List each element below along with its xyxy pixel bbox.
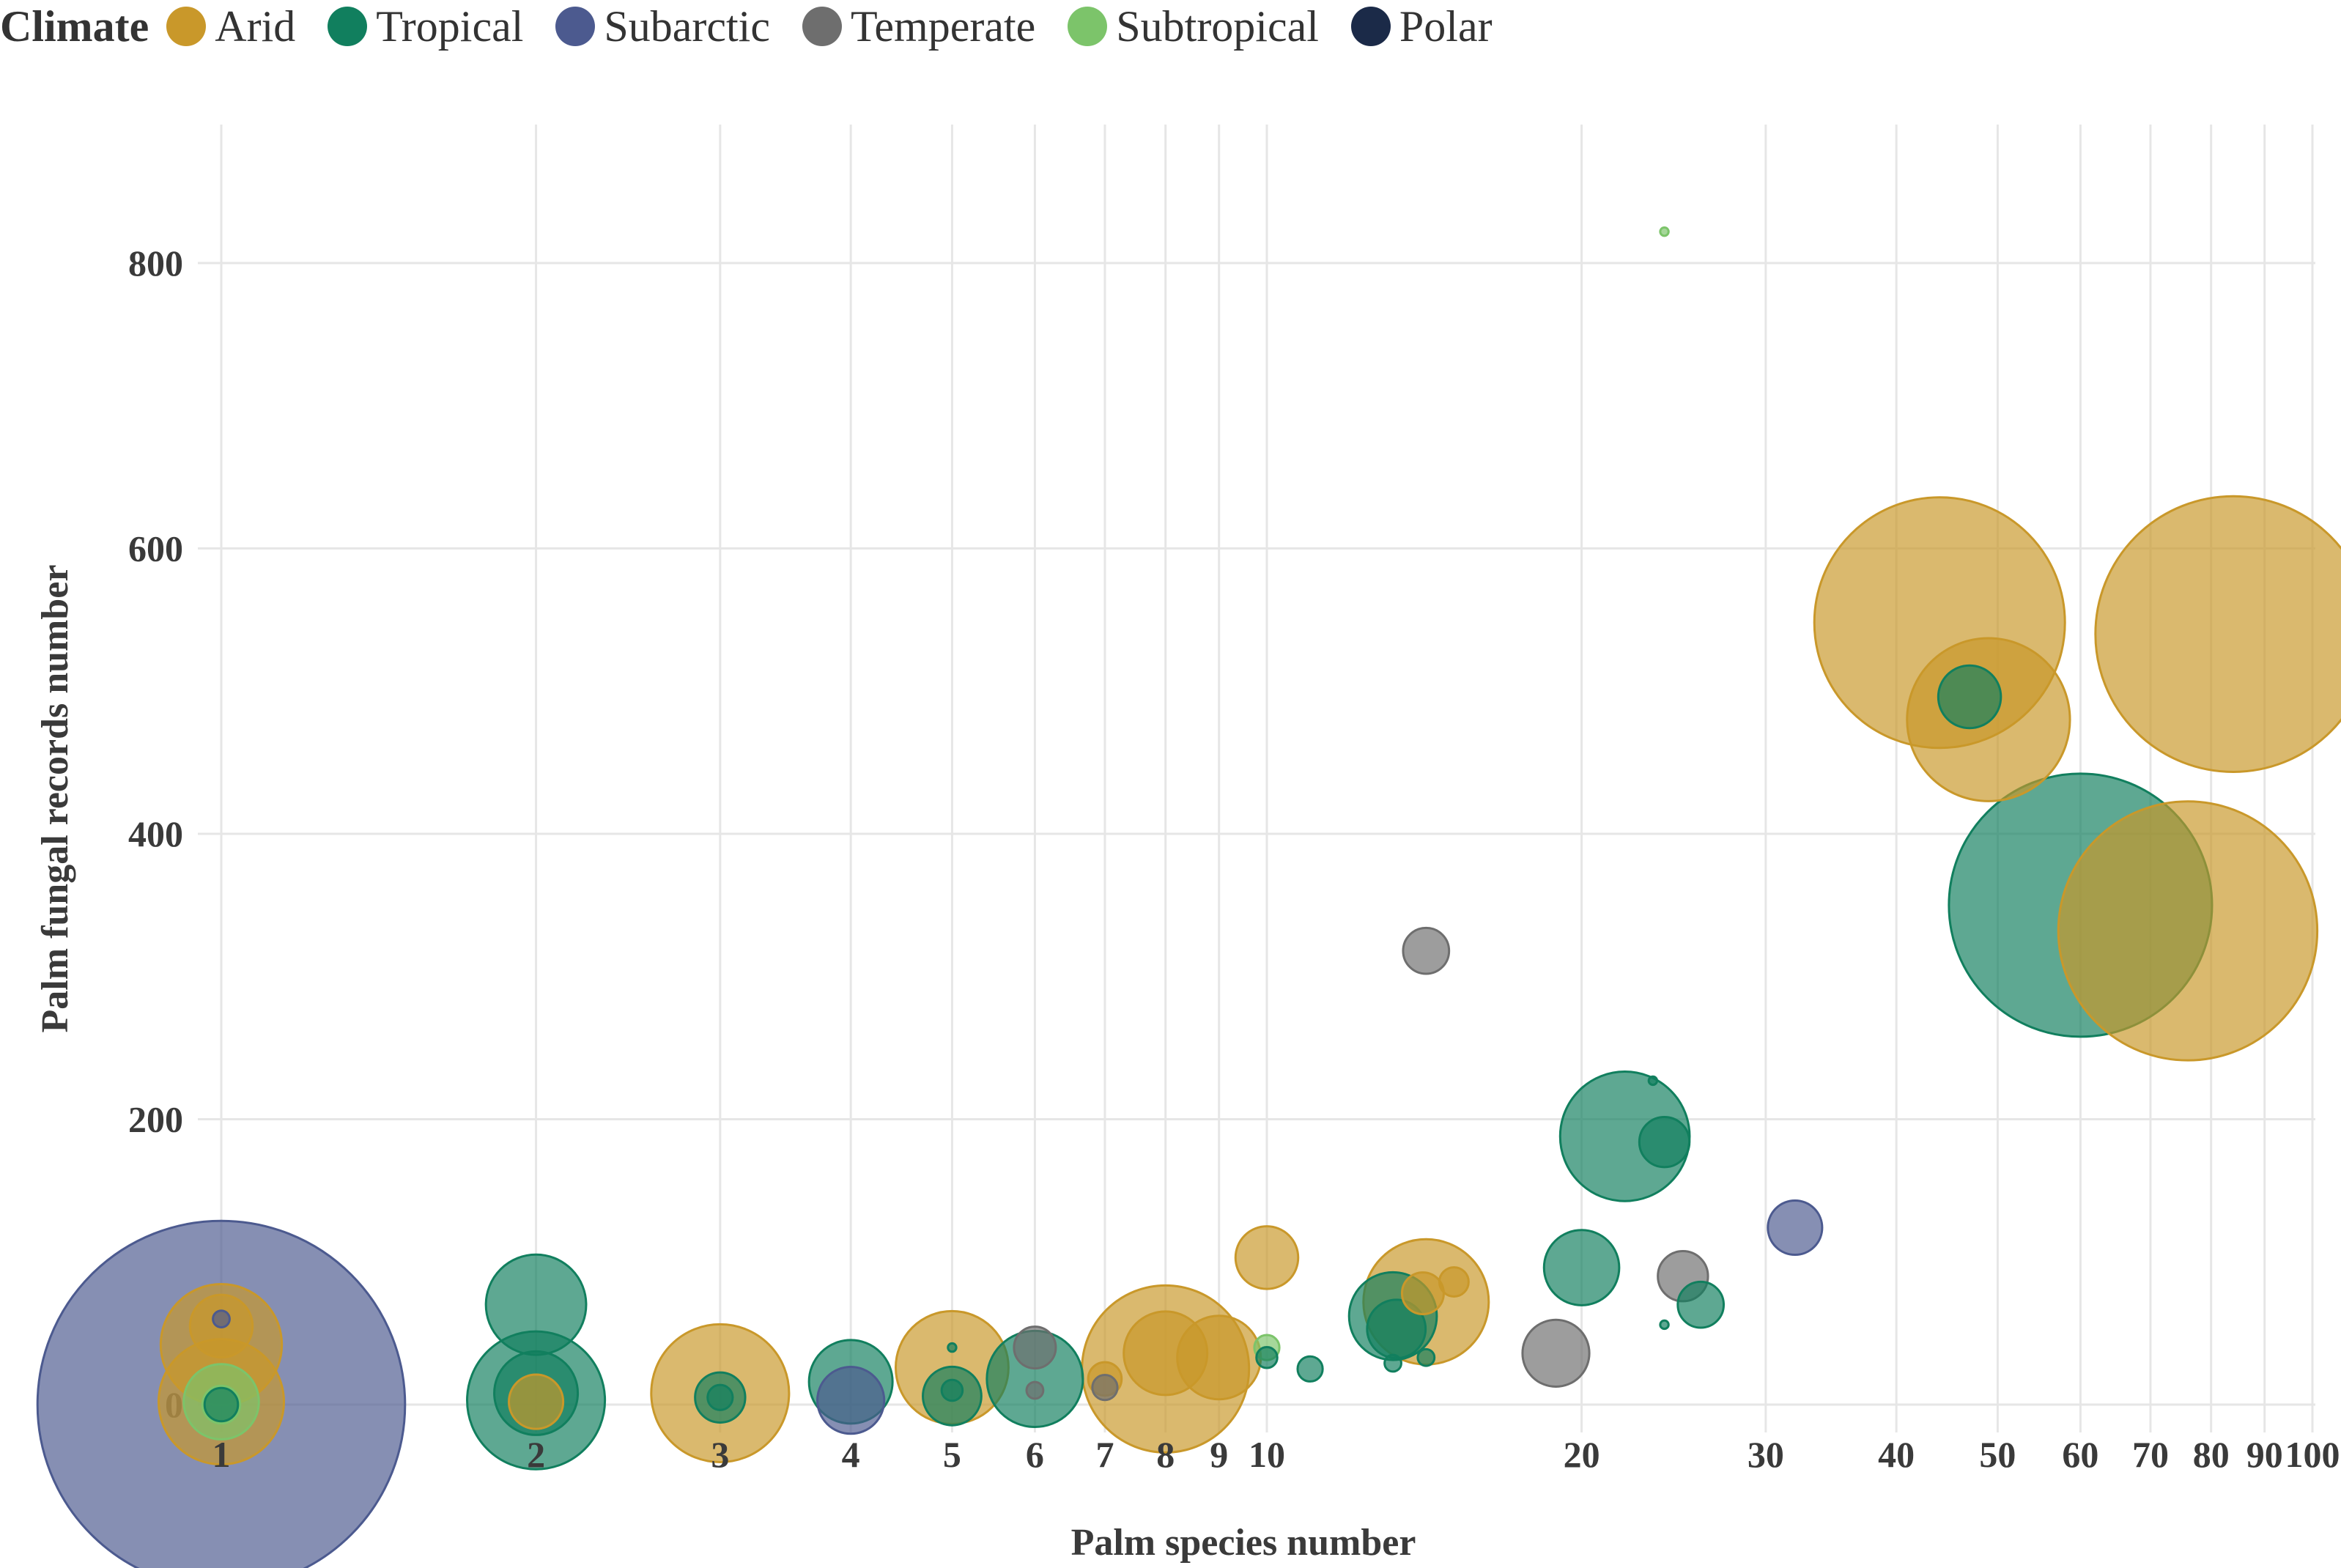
x-tick-label: 40 (1878, 1434, 1915, 1475)
data-point-arid[interactable] (508, 1373, 565, 1430)
legend-label-subarctic: Subarctic (604, 1, 770, 51)
y-axis-title: Palm fungal records number (34, 565, 76, 1033)
x-tick-label: 90 (2246, 1434, 2283, 1475)
data-point-arid[interactable] (2057, 800, 2319, 1062)
y-axis-ticks: 0200400600800 (128, 243, 183, 1425)
legend-label-tropical: Tropical (376, 1, 524, 51)
legend-label-temperate: Temperate (850, 1, 1036, 51)
data-point-tropical[interactable] (203, 1386, 240, 1423)
y-tick-label: 200 (128, 1099, 183, 1140)
legend-swatch-subtropical (1068, 7, 1108, 46)
data-point-subarctic[interactable] (1767, 1199, 1824, 1257)
x-tick-label: 30 (1748, 1434, 1784, 1475)
x-tick-label: 5 (943, 1434, 961, 1475)
y-tick-label: 400 (128, 813, 183, 854)
legend-item-arid[interactable]: Arid (166, 1, 295, 52)
x-tick-label: 9 (1210, 1434, 1228, 1475)
legend-label-arid: Arid (215, 1, 296, 51)
x-tick-label: 1 (212, 1434, 231, 1475)
data-point-tropical[interactable] (1296, 1355, 1324, 1383)
x-axis-ticks: 1 2 3 4 5 6 7 8 9 10 20 30 40 50 60 70 80 90 100 (212, 1434, 2340, 1475)
x-tick-label: 50 (1979, 1434, 2016, 1475)
y-tick-label: 800 (128, 243, 183, 284)
data-point-tropical[interactable] (706, 1383, 734, 1411)
data-point-arid[interactable] (2094, 495, 2341, 773)
x-tick-label: 8 (1156, 1434, 1175, 1475)
data-point-subtropical[interactable] (1659, 226, 1670, 237)
data-point-tropical[interactable] (1676, 1280, 1726, 1329)
x-tick-label: 80 (2193, 1434, 2230, 1475)
data-point-tropical[interactable] (940, 1378, 964, 1402)
x-tick-label: 70 (2132, 1434, 2169, 1475)
legend-item-polar[interactable]: Polar (1350, 1, 1493, 52)
legend-item-tropical[interactable]: Tropical (328, 1, 523, 52)
data-point-arid[interactable] (1400, 1271, 1445, 1316)
data-point-tropical[interactable] (1383, 1353, 1402, 1373)
data-point-tropical[interactable] (1647, 1075, 1659, 1087)
legend-swatch-tropical (328, 7, 368, 46)
data-point-subarctic[interactable] (816, 1366, 886, 1435)
data-point-temperate[interactable] (1402, 926, 1451, 975)
data-point-temperate[interactable] (1013, 1325, 1057, 1370)
legend-item-temperate[interactable]: Temperate (802, 1, 1035, 52)
legend-label-polar: Polar (1399, 1, 1493, 51)
legend-item-subtropical[interactable]: Subtropical (1068, 1, 1319, 52)
data-point-temperate[interactable] (1091, 1374, 1119, 1402)
x-tick-label: 100 (2285, 1434, 2340, 1475)
data-point-tropical[interactable] (1416, 1347, 1436, 1367)
data-point-tropical[interactable] (484, 1253, 588, 1356)
legend-title: Climate (0, 1, 149, 51)
data-points (36, 226, 2341, 1568)
legend-swatch-arid (166, 7, 207, 46)
y-tick-label: 600 (128, 528, 183, 569)
grid (198, 125, 2315, 1432)
data-point-tropical[interactable] (947, 1342, 958, 1353)
data-point-tropical[interactable] (1638, 1115, 1691, 1169)
x-tick-label: 3 (711, 1434, 729, 1475)
legend-swatch-subarctic (555, 7, 596, 46)
x-tick-label: 2 (527, 1434, 545, 1475)
data-point-tropical[interactable] (1255, 1345, 1279, 1369)
data-point-tropical[interactable] (1659, 1319, 1670, 1331)
x-axis-title: Palm species number (1071, 1522, 1416, 1564)
data-point-arid[interactable] (1234, 1225, 1300, 1290)
data-point-temperate[interactable] (1025, 1380, 1045, 1400)
legend-swatch-polar (1350, 7, 1391, 46)
x-tick-label: 7 (1095, 1434, 1114, 1475)
data-point-temperate[interactable] (1521, 1318, 1591, 1388)
legend-label-subtropical: Subtropical (1116, 1, 1319, 51)
data-point-subarctic[interactable] (212, 1309, 231, 1329)
x-tick-label: 20 (1564, 1434, 1600, 1475)
x-tick-label: 6 (1026, 1434, 1044, 1475)
legend: Climate Arid Tropical Subarctic Temperat… (0, 0, 1525, 53)
x-tick-label: 10 (1249, 1434, 1285, 1475)
data-point-arid[interactable] (1176, 1314, 1262, 1401)
x-tick-label: 4 (842, 1434, 860, 1475)
x-tick-label: 60 (2062, 1434, 2098, 1475)
data-point-tropical[interactable] (1542, 1229, 1621, 1306)
data-point-arid[interactable] (1438, 1266, 1470, 1298)
legend-swatch-temperate (802, 7, 842, 46)
data-point-tropical[interactable] (1937, 664, 2002, 730)
legend-item-subarctic[interactable]: Subarctic (555, 1, 770, 52)
